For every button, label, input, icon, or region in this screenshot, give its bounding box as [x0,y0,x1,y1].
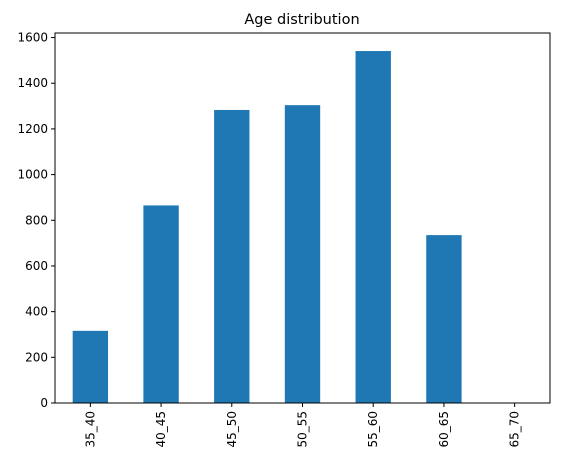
x-tick-label: 40_45 [154,411,168,448]
x-tick-label: 60_65 [437,411,451,448]
y-tick-label: 1200 [17,122,48,136]
y-tick-label: 0 [40,396,48,410]
x-tick-label: 45_50 [225,411,239,448]
y-tick-label: 400 [25,305,48,319]
plot-area-frame [54,32,551,404]
bar-45_50 [214,109,250,403]
y-tick-label: 600 [25,259,48,273]
chart-title: Age distribution [244,12,359,28]
bar-35_40 [72,330,109,403]
y-tick-label: 800 [25,213,48,227]
x-tick-label: 50_55 [296,411,310,448]
x-tick-label: 65_70 [508,411,522,448]
x-tick-label: 55_60 [366,411,380,448]
x-tick-label: 35_40 [83,411,97,448]
x-axis: 35_40 40_45 45_50 50_55 55_60 60_65 65_70 [83,403,522,448]
bar-60_65 [426,235,462,403]
y-tick-label: 200 [25,350,48,364]
y-tick-label: 1000 [17,168,48,182]
y-tick-label: 1600 [17,31,48,45]
y-tick-label: 1400 [17,76,48,90]
bar-55_60 [355,51,391,403]
bars-layer [72,51,462,403]
y-axis: 0 200 400 600 800 1000 1200 1400 1600 [17,31,55,410]
bar-50_55 [284,105,321,403]
bar-40_45 [143,205,179,403]
